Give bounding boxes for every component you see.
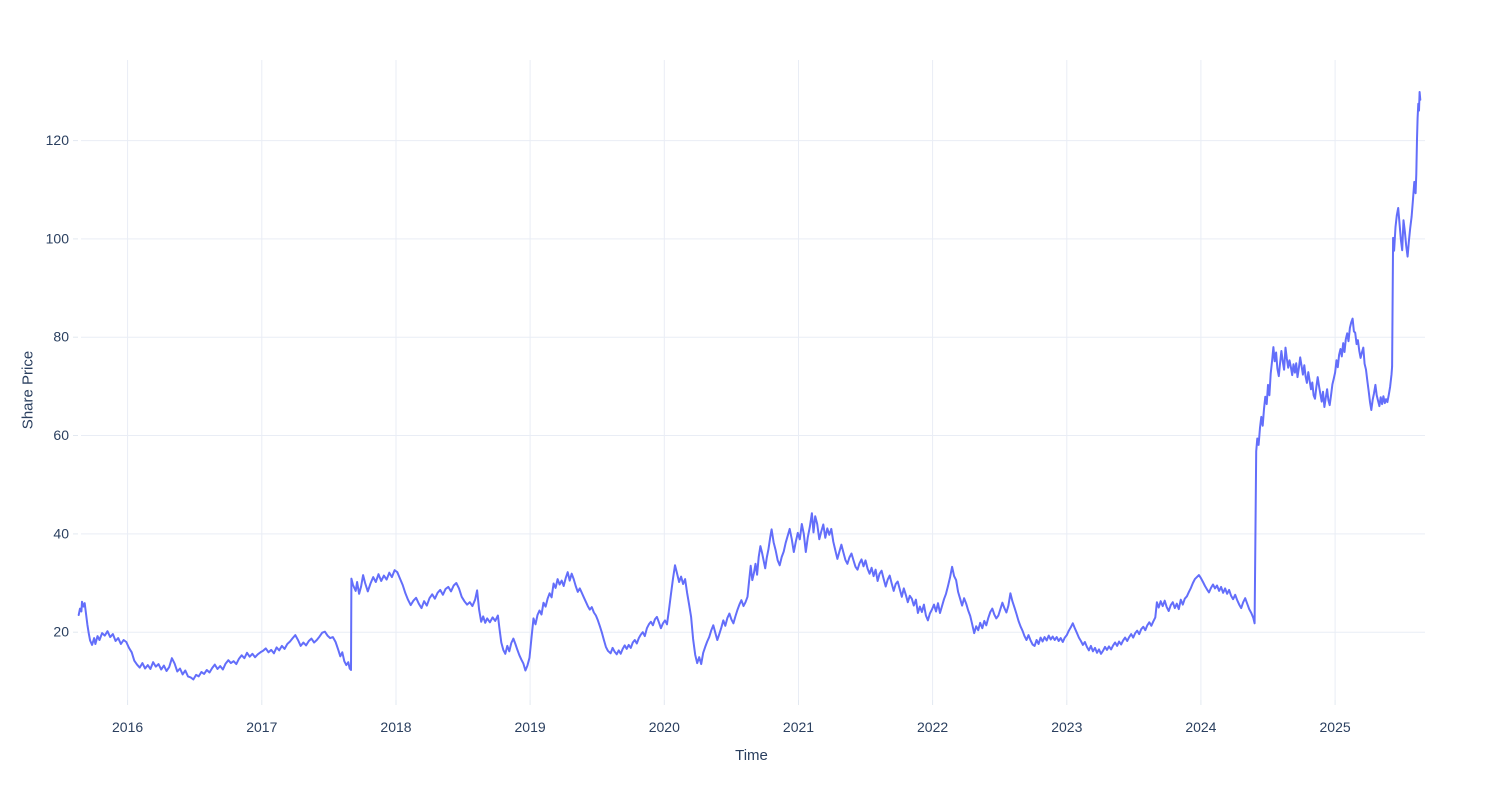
x-tick-label: 2024: [1185, 719, 1216, 735]
y-tick-label: 100: [46, 230, 70, 246]
y-tick-label: 80: [53, 329, 69, 345]
x-tick-label: 2016: [112, 719, 143, 735]
y-tick-label: 20: [53, 624, 69, 640]
x-tick-label: 2020: [649, 719, 680, 735]
y-axis-title: Share Price: [19, 350, 37, 430]
y-tick-label: 60: [53, 427, 69, 443]
share-price-line[interactable]: [77, 91, 1422, 681]
x-tick-label: 2019: [515, 719, 546, 735]
x-axis-title: Time: [735, 747, 768, 764]
x-tick-label: 2018: [380, 719, 411, 735]
x-tick-label: 2023: [1051, 719, 1082, 735]
x-tick-labels: 2016 2017 2018 2019 2020 2021 2022 2023 2024 2025: [112, 719, 1351, 735]
y-tick-label: 40: [53, 525, 69, 541]
x-tick-label: 2022: [917, 719, 948, 735]
tick-marks: [73, 140, 1336, 705]
x-tick-label: 2021: [783, 719, 814, 735]
y-tick-label: 120: [46, 132, 70, 148]
gridlines: [81, 60, 1425, 700]
y-tick-labels: 20 40 60 80 100 120: [46, 132, 70, 640]
x-tick-label: 2025: [1320, 719, 1351, 735]
x-tick-label: 2017: [246, 719, 277, 735]
